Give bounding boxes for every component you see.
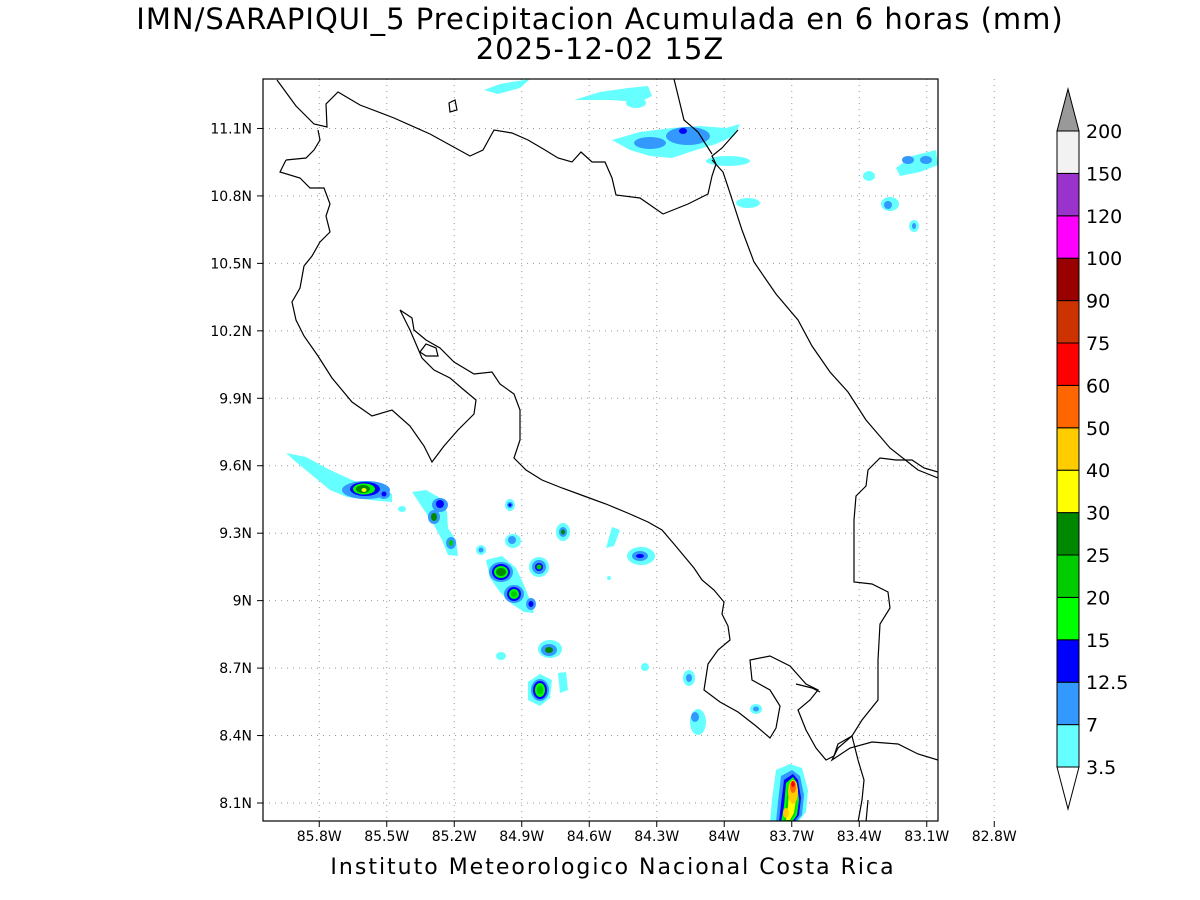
footer-credit: Instituto Meteorologico Nacional Costa R… <box>330 855 896 880</box>
legend-swatch <box>1056 469 1080 514</box>
precipitation-field <box>286 79 938 821</box>
lon-tick-label: 84W <box>708 829 740 845</box>
legend-label: 90 <box>1086 291 1110 313</box>
lat-tick-label: 9.9N <box>219 391 252 407</box>
legend-label: 25 <box>1086 545 1110 567</box>
lon-tick-label: 82.8W <box>972 829 1017 845</box>
lat-tick-label: 9.3N <box>219 526 252 542</box>
lat-tick-label: 9N <box>233 594 252 610</box>
legend-swatch <box>1056 172 1080 217</box>
lon-tick-label: 85.2W <box>432 829 477 845</box>
lon-tick-label: 85.5W <box>364 829 409 845</box>
legend-label: 100 <box>1086 248 1122 270</box>
legend-label: 60 <box>1086 375 1110 397</box>
legend-label: 200 <box>1086 121 1122 143</box>
legend-label: 12.5 <box>1086 672 1128 694</box>
lat-tick-label: 10.8N <box>210 189 252 205</box>
lat-tick-label: 11.1N <box>210 121 252 137</box>
legend-label: 20 <box>1086 587 1110 609</box>
rain-cell-osa <box>770 764 808 821</box>
rain-cell-south-pacific <box>496 640 762 735</box>
lon-tick-label: 84.3W <box>634 829 679 845</box>
axis-labels: 85.8W 85.5W 85.2W 84.9W 84.6W 84.3W 84W 83.7W 83… <box>210 121 1017 845</box>
map-subtitle: 2025-12-02 15Z <box>475 32 725 66</box>
lon-tick-label: 83.1W <box>904 829 949 845</box>
lat-tick-label: 8.4N <box>219 729 252 745</box>
rain-cell-north <box>484 79 938 232</box>
lon-tick-label: 83.4W <box>837 829 882 845</box>
lon-tick-label: 84.6W <box>567 829 612 845</box>
legend-swatch <box>1056 427 1080 471</box>
legend-label: 30 <box>1086 503 1110 525</box>
legend-swatch <box>1056 512 1080 556</box>
lon-tick-label: 84.9W <box>499 829 544 845</box>
legend-swatch <box>1056 384 1080 429</box>
lat-tick-label: 10.5N <box>210 256 252 272</box>
legend-label: 40 <box>1086 460 1110 482</box>
legend-label: 120 <box>1086 206 1122 228</box>
graticule-grid <box>263 79 995 821</box>
legend-arrow-min <box>1056 766 1080 811</box>
legend-label: 7 <box>1086 715 1098 737</box>
legend-swatch <box>1056 342 1080 386</box>
lat-tick-label: 8.7N <box>219 661 252 677</box>
legend-swatch <box>1056 257 1080 302</box>
legend-swatch <box>1056 681 1080 726</box>
map-frame <box>262 78 939 822</box>
rain-cell-nicoya <box>286 453 406 512</box>
legend-label: 15 <box>1086 630 1110 652</box>
legend-swatch <box>1056 130 1080 174</box>
coastline <box>276 79 938 821</box>
lon-tick-label: 83.7W <box>769 829 814 845</box>
map-title: IMN/SARAPIQUI_5 Precipitacion Acumulada … <box>136 2 1064 36</box>
legend-swatch <box>1056 554 1080 598</box>
rain-cell-west <box>412 490 458 556</box>
legend-label: 75 <box>1086 333 1110 355</box>
legend-arrow-max <box>1056 87 1080 132</box>
legend-label: 3.5 <box>1086 757 1116 779</box>
legend-swatch <box>1056 639 1080 683</box>
lat-tick-label: 8.1N <box>219 796 252 812</box>
legend-swatch <box>1056 596 1080 641</box>
legend-swatch <box>1056 724 1080 768</box>
legend-label: 150 <box>1086 163 1122 185</box>
legend-label: 50 <box>1086 418 1110 440</box>
color-legend: 3.5 7 12.5 15 20 25 30 40 50 60 75 90 100 120 150 200 <box>1056 87 1128 811</box>
lon-tick-label: 85.8W <box>297 829 342 845</box>
legend-swatch <box>1056 215 1080 259</box>
rain-cell-central <box>476 499 655 613</box>
legend-swatch <box>1056 300 1080 344</box>
lat-tick-label: 10.2N <box>210 324 252 340</box>
lat-tick-label: 9.6N <box>219 459 252 475</box>
